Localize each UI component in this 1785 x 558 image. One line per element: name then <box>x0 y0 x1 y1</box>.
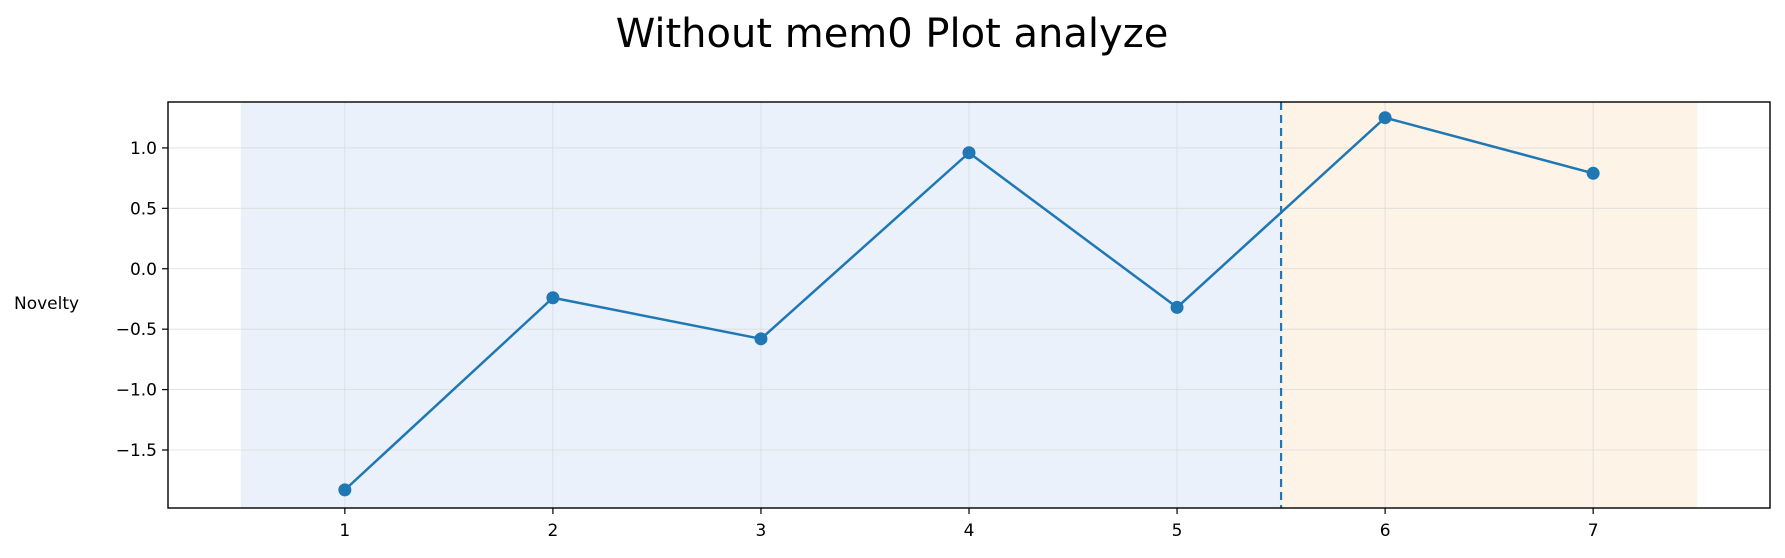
shaded-region-2 <box>1281 102 1698 508</box>
data-point-1 <box>338 483 352 497</box>
series-layer <box>338 111 1600 497</box>
y-tick-label: 0.5 <box>130 199 157 219</box>
data-point-7 <box>1586 166 1600 180</box>
x-tick-label: 2 <box>547 521 558 541</box>
x-tick-label: 6 <box>1380 521 1391 541</box>
x-tick-label: 7 <box>1588 521 1599 541</box>
data-point-2 <box>546 291 560 305</box>
chart-title: Without mem0 Plot analyze <box>616 11 1169 57</box>
y-axis: 1.0 0.5 0.0 −0.5 −1.0 −1.5 <box>116 139 168 461</box>
data-point-3 <box>754 332 768 346</box>
x-tick-label: 3 <box>756 521 767 541</box>
y-tick-label: −0.5 <box>116 320 157 340</box>
x-axis: 1 2 3 4 5 6 7 <box>339 508 1599 541</box>
y-tick-label: 0.0 <box>130 260 157 280</box>
y-tick-label: −1.0 <box>116 381 157 401</box>
y-axis-label: Novelty <box>14 294 79 314</box>
x-tick-label: 1 <box>339 521 350 541</box>
data-point-5 <box>1170 300 1184 314</box>
y-tick-label: −1.5 <box>116 441 157 461</box>
data-point-4 <box>962 146 976 160</box>
x-tick-label: 5 <box>1172 521 1183 541</box>
y-tick-label: 1.0 <box>130 139 157 159</box>
x-tick-label: 4 <box>964 521 975 541</box>
data-point-6 <box>1378 111 1392 125</box>
